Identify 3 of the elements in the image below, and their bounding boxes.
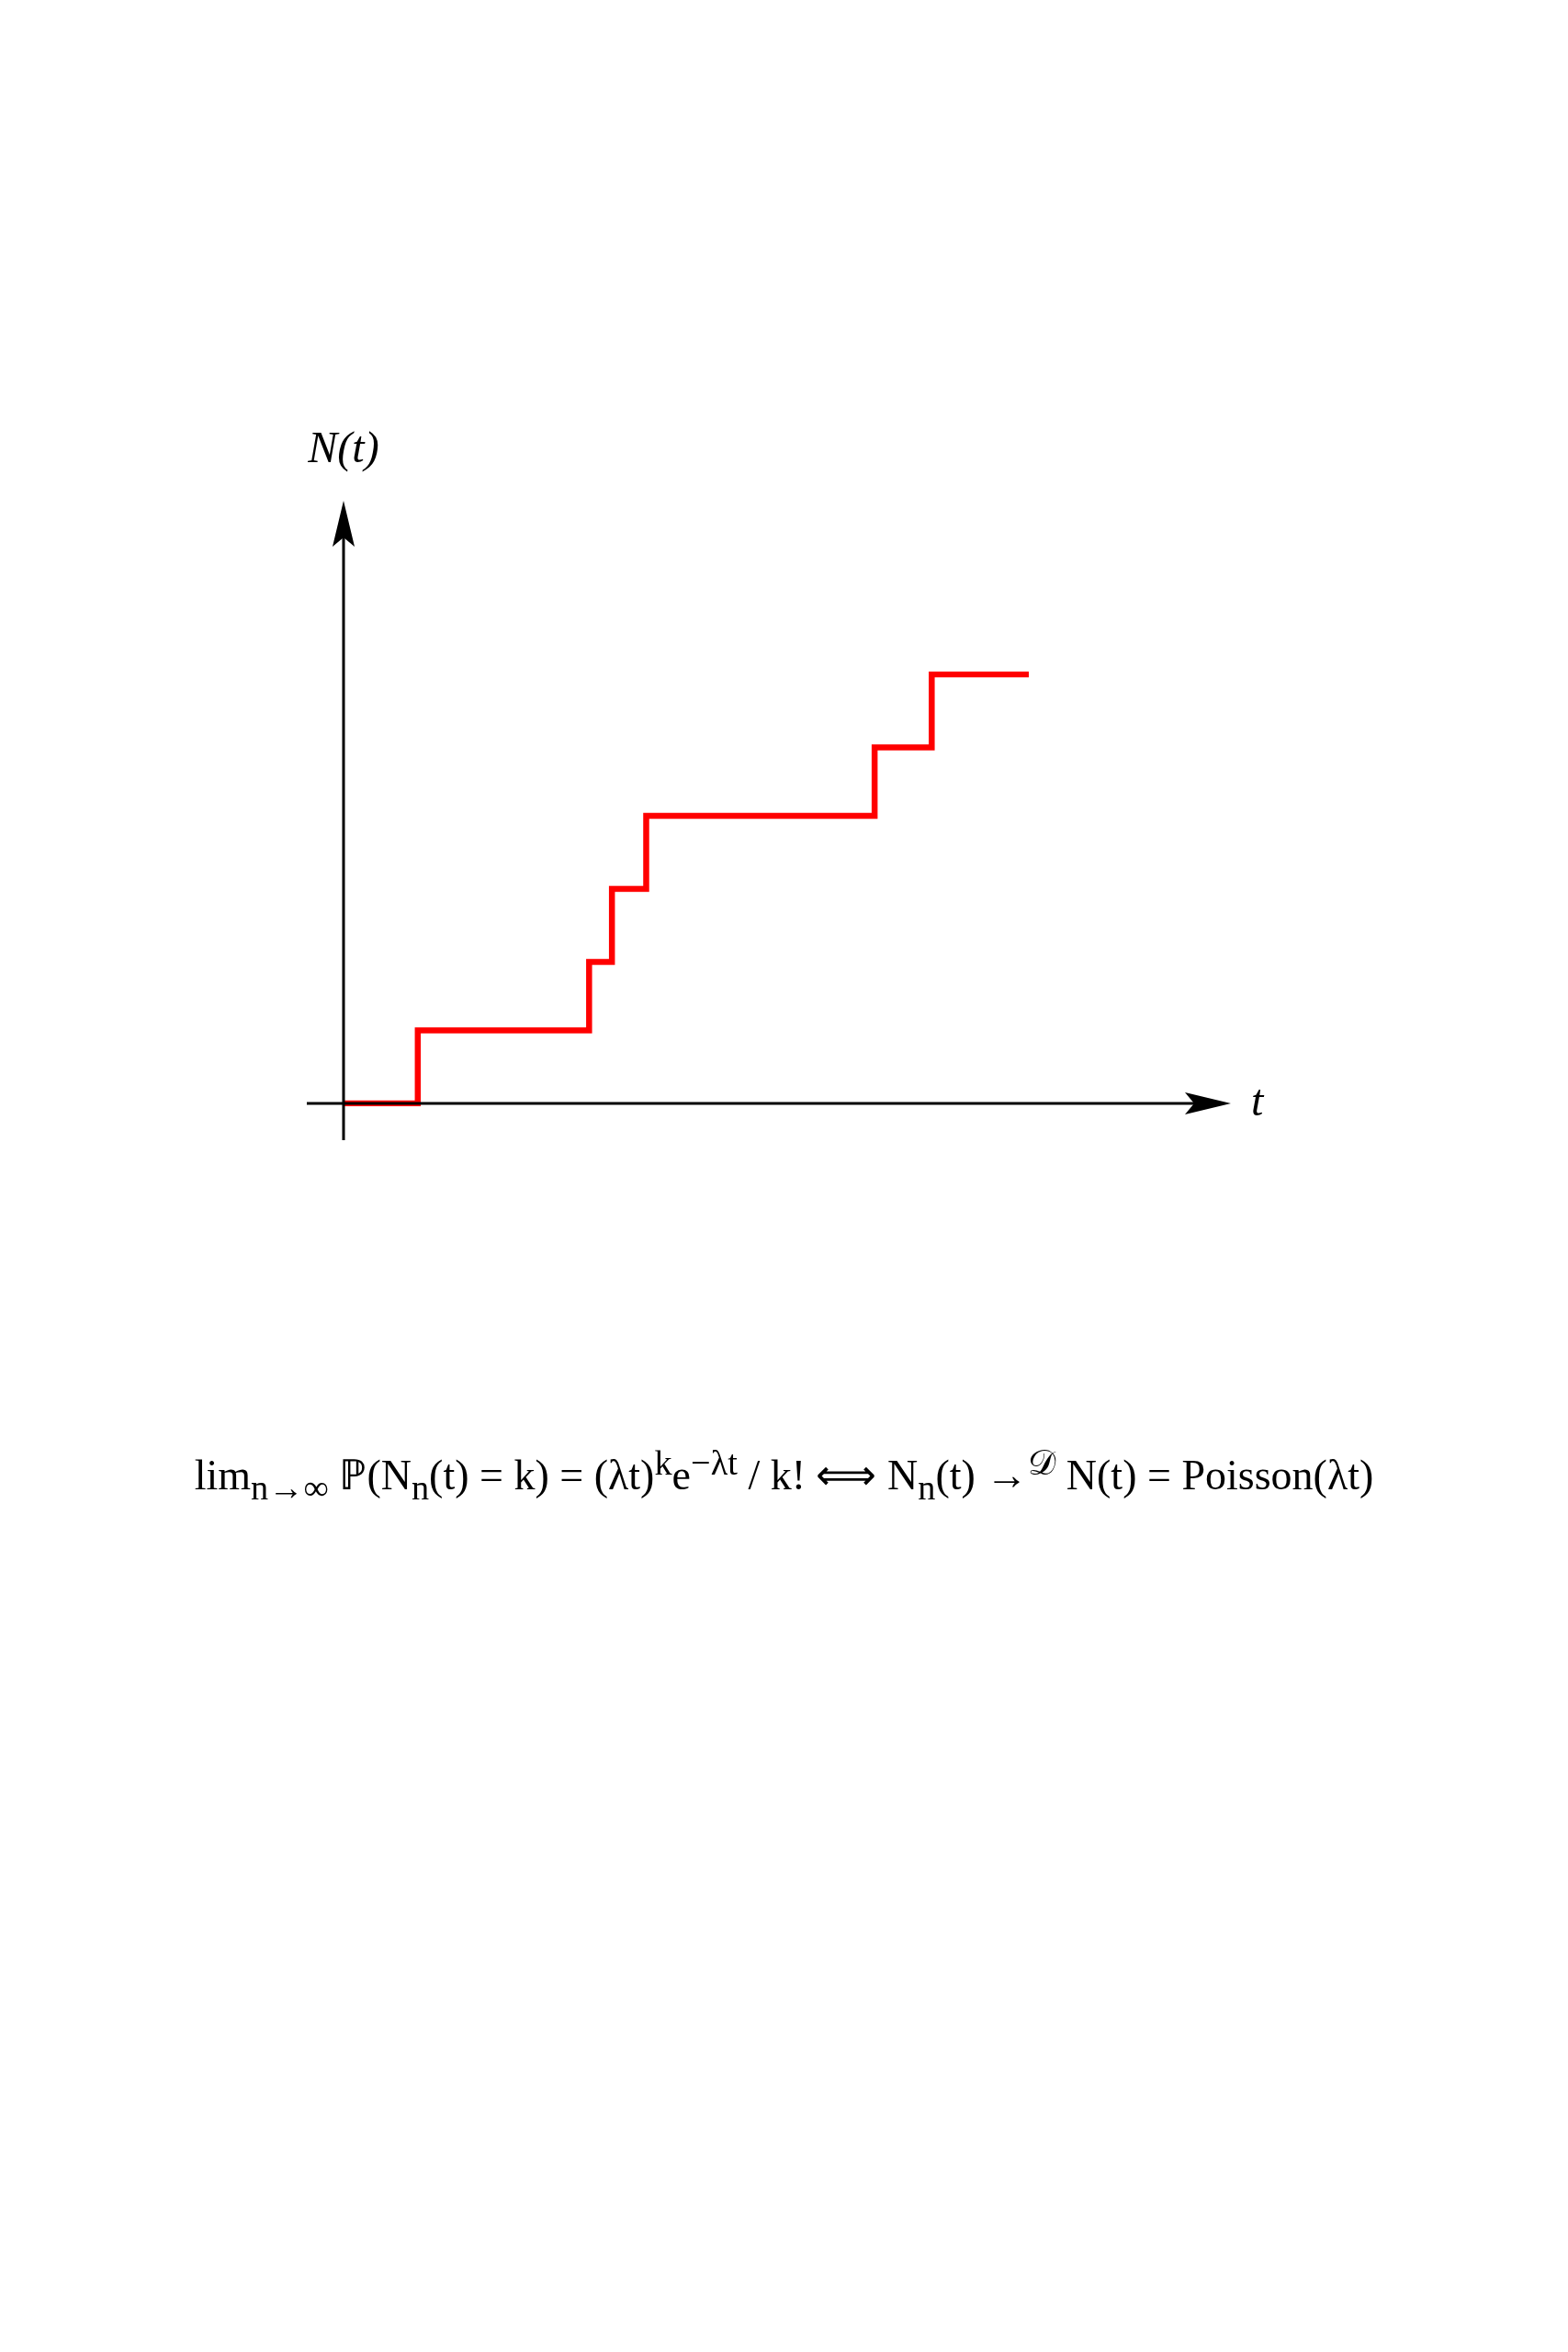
x-axis-title: t xyxy=(1251,1075,1265,1125)
y-axis-title: N(t) xyxy=(307,422,379,472)
text: lim$_{n→∞}$ ℙ(N$_{n}$(t) = k) = (λt)$^{k}$e$^{−λt}$ / k! ⟺ N$_{n}$(t) →$^{𝒟}$ N(t) = Poisson(λt) xyxy=(194,1443,1374,1507)
